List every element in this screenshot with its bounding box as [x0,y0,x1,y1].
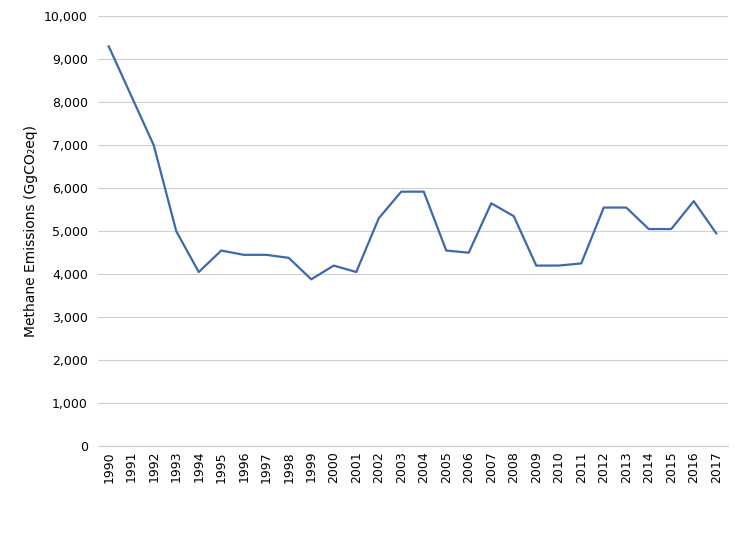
Y-axis label: Methane Emissions (GgCO₂eq): Methane Emissions (GgCO₂eq) [24,125,38,337]
